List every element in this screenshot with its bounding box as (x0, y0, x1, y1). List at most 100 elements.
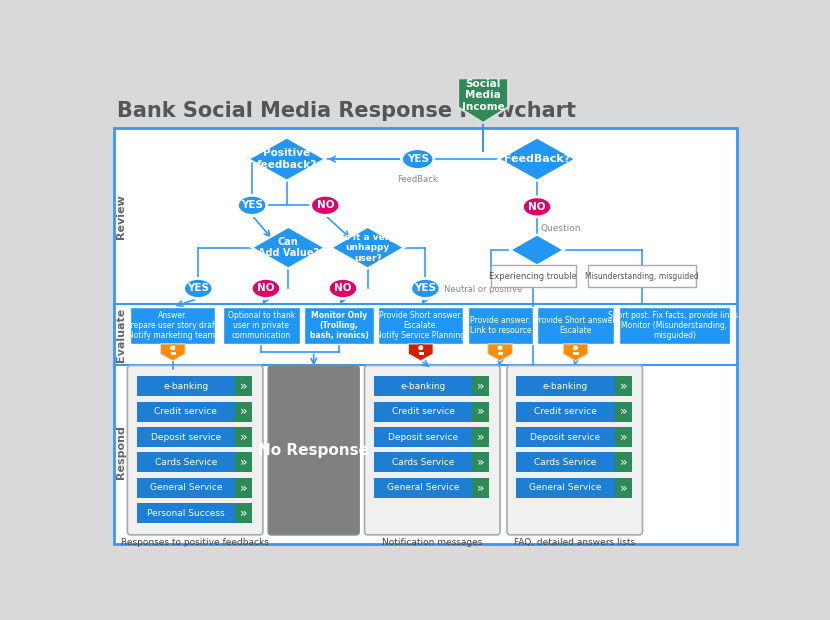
Text: Deposit service: Deposit service (530, 433, 601, 441)
Ellipse shape (237, 195, 266, 215)
Text: Evaluate: Evaluate (116, 308, 126, 362)
FancyBboxPatch shape (137, 478, 235, 498)
Text: Neutral or positive: Neutral or positive (444, 285, 522, 294)
Text: Can
Add Value?: Can Add Value? (258, 237, 319, 259)
Text: »: » (240, 507, 247, 520)
FancyBboxPatch shape (615, 402, 632, 422)
FancyBboxPatch shape (127, 365, 263, 535)
Text: YES: YES (407, 154, 428, 164)
Text: NO: NO (316, 200, 334, 210)
Polygon shape (251, 227, 325, 268)
Circle shape (573, 345, 579, 351)
Text: General Service: General Service (149, 484, 222, 492)
Polygon shape (458, 78, 508, 123)
FancyBboxPatch shape (472, 427, 490, 447)
Ellipse shape (329, 278, 358, 298)
Text: Cards Service: Cards Service (392, 458, 454, 467)
Text: NO: NO (257, 283, 275, 293)
Text: Review: Review (116, 195, 126, 239)
Text: Cards Service: Cards Service (535, 458, 597, 467)
FancyBboxPatch shape (374, 427, 472, 447)
FancyBboxPatch shape (235, 427, 252, 447)
Polygon shape (331, 227, 404, 268)
Text: Is it a very
unhappy
user?: Is it a very unhappy user? (340, 232, 395, 262)
Text: »: » (240, 481, 247, 494)
Text: Provide Short answer.
Escalate: Provide Short answer. Escalate (534, 316, 618, 335)
FancyBboxPatch shape (507, 365, 642, 535)
Polygon shape (564, 344, 588, 361)
Text: Credit service: Credit service (154, 407, 217, 416)
Text: Answer.
Prepare user story draft.
Notify marketing team.: Answer. Prepare user story draft. Notify… (126, 311, 220, 340)
Text: Respond: Respond (116, 425, 126, 479)
Ellipse shape (522, 197, 552, 217)
FancyBboxPatch shape (374, 453, 472, 472)
FancyBboxPatch shape (137, 427, 235, 447)
Text: NO: NO (334, 283, 352, 293)
FancyBboxPatch shape (223, 307, 300, 344)
FancyBboxPatch shape (305, 307, 374, 344)
Text: FeedBack: FeedBack (398, 174, 438, 184)
Text: »: » (240, 379, 247, 392)
FancyBboxPatch shape (615, 376, 632, 396)
Text: »: » (240, 405, 247, 418)
Text: Provide answer.
Link to resource: Provide answer. Link to resource (470, 316, 531, 335)
Text: »: » (477, 456, 485, 469)
Text: YES: YES (188, 283, 209, 293)
FancyBboxPatch shape (472, 376, 490, 396)
Text: Responses to positive feedbacks: Responses to positive feedbacks (121, 538, 269, 547)
Text: Social
Media
Income: Social Media Income (461, 79, 505, 112)
FancyBboxPatch shape (235, 478, 252, 498)
Text: Optional to thank
user in private
communication: Optional to thank user in private commun… (227, 311, 295, 340)
Text: General Service: General Service (530, 484, 602, 492)
FancyBboxPatch shape (235, 402, 252, 422)
Text: Provide Short answer.
Escalate.
Notify Service Planning: Provide Short answer. Escalate. Notify S… (376, 311, 466, 340)
Text: »: » (477, 405, 485, 418)
FancyBboxPatch shape (573, 351, 579, 355)
Text: Misunderstanding, misguided: Misunderstanding, misguided (585, 272, 699, 281)
Circle shape (170, 345, 176, 351)
FancyBboxPatch shape (615, 478, 632, 498)
FancyBboxPatch shape (618, 307, 730, 344)
Polygon shape (499, 138, 575, 180)
FancyBboxPatch shape (235, 503, 252, 523)
Ellipse shape (251, 278, 281, 298)
FancyBboxPatch shape (615, 453, 632, 472)
Text: »: » (619, 430, 627, 443)
Text: e-banking: e-banking (400, 382, 446, 391)
FancyBboxPatch shape (130, 307, 215, 344)
FancyBboxPatch shape (137, 402, 235, 422)
Text: Question: Question (541, 224, 581, 232)
Text: »: » (240, 430, 247, 443)
Ellipse shape (402, 149, 434, 169)
FancyBboxPatch shape (516, 453, 615, 472)
Circle shape (417, 345, 424, 351)
Text: Credit service: Credit service (534, 407, 597, 416)
Text: »: » (619, 456, 627, 469)
FancyBboxPatch shape (137, 453, 235, 472)
Circle shape (497, 345, 503, 351)
Ellipse shape (411, 278, 440, 298)
FancyBboxPatch shape (417, 351, 424, 355)
FancyBboxPatch shape (137, 503, 235, 523)
Text: YES: YES (414, 283, 437, 293)
Text: Personal Success: Personal Success (147, 509, 225, 518)
FancyBboxPatch shape (364, 365, 500, 535)
FancyBboxPatch shape (472, 402, 490, 422)
Text: »: » (477, 379, 485, 392)
Polygon shape (488, 344, 512, 361)
FancyBboxPatch shape (588, 265, 696, 287)
FancyBboxPatch shape (235, 453, 252, 472)
Text: NO: NO (528, 202, 546, 212)
FancyBboxPatch shape (472, 478, 490, 498)
FancyBboxPatch shape (114, 128, 737, 544)
Text: Deposit service: Deposit service (151, 433, 221, 441)
FancyBboxPatch shape (137, 376, 235, 396)
Text: FAQ, detailed answers lists: FAQ, detailed answers lists (515, 538, 635, 547)
FancyBboxPatch shape (374, 376, 472, 396)
Text: Cards Service: Cards Service (154, 458, 217, 467)
Polygon shape (160, 344, 185, 361)
FancyBboxPatch shape (491, 265, 575, 287)
FancyBboxPatch shape (537, 307, 614, 344)
Text: Deposit service: Deposit service (388, 433, 458, 441)
FancyBboxPatch shape (268, 365, 359, 535)
